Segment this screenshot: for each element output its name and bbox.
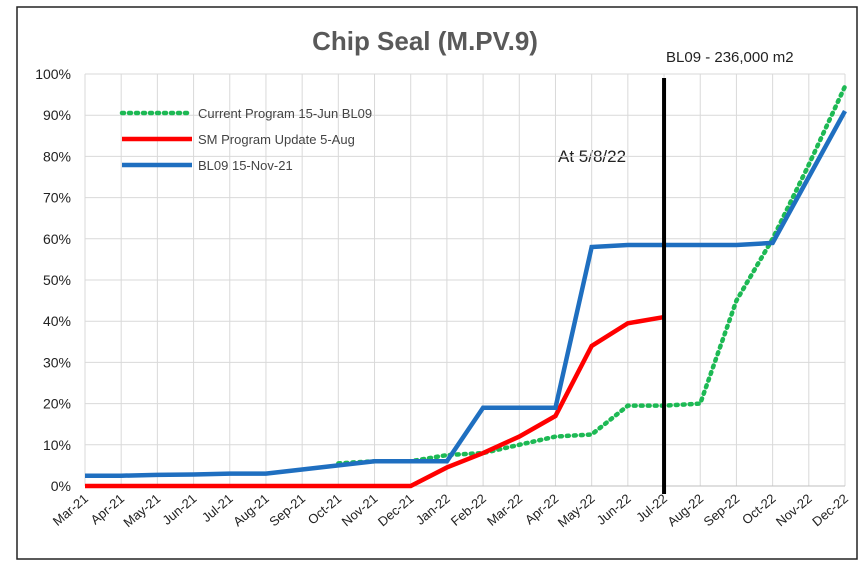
legend-label: Current Program 15-Jun BL09 <box>198 106 372 121</box>
y-tick-label: 10% <box>43 437 71 453</box>
legend-label: SM Program Update 5-Aug <box>198 132 355 147</box>
y-tick-label: 0% <box>51 478 71 494</box>
y-tick-label: 70% <box>43 190 71 206</box>
y-tick-label: 80% <box>43 148 71 164</box>
legend-label: BL09 15-Nov-21 <box>198 158 293 173</box>
series-line <box>85 314 665 489</box>
annotation: BL09 - 236,000 m2 <box>666 49 794 66</box>
chart-title: Chip Seal (M.PV.9) <box>312 26 538 56</box>
y-tick-label: 90% <box>43 107 71 123</box>
series-line <box>85 109 847 478</box>
y-tick-label: 100% <box>35 66 71 82</box>
y-tick-label: 50% <box>43 272 71 288</box>
y-tick-label: 30% <box>43 354 71 370</box>
y-tick-label: 40% <box>43 313 71 329</box>
y-tick-label: 60% <box>43 231 71 247</box>
y-tick-label: 20% <box>43 396 71 412</box>
